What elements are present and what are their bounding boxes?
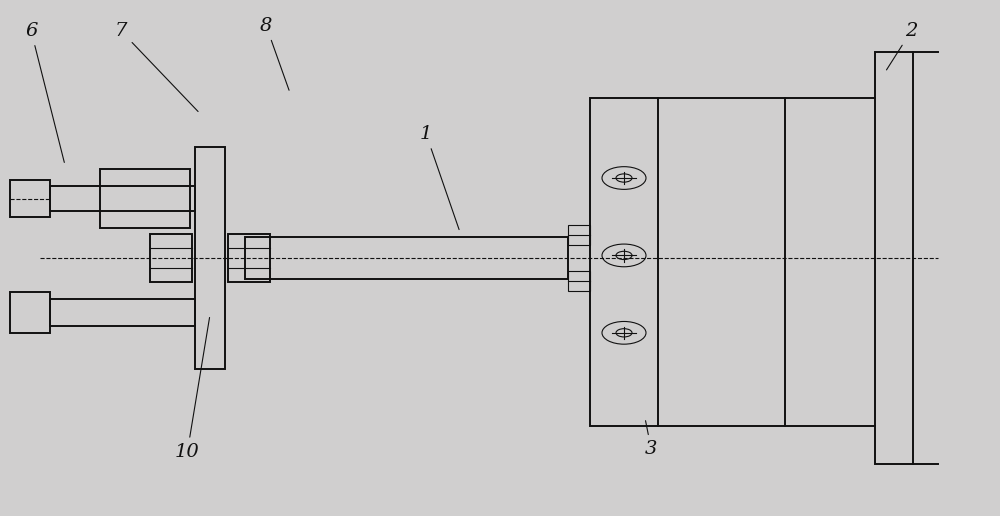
Bar [590,98,785,426]
Bar [875,52,913,464]
Bar [50,186,195,211]
Text: 2: 2 [886,22,917,70]
Bar [100,169,190,228]
Bar [50,299,195,326]
Text: 7: 7 [115,22,198,111]
Bar [195,147,225,369]
Text: 6: 6 [25,22,64,163]
Bar [568,271,590,291]
Bar [245,237,568,279]
Bar [568,225,590,245]
Bar [150,234,192,282]
Text: 8: 8 [260,17,289,90]
Bar [10,180,50,217]
Text: 3: 3 [645,421,657,458]
Text: 1: 1 [420,125,459,230]
Bar [228,234,270,282]
Text: 10: 10 [175,317,210,461]
Bar [10,292,50,333]
